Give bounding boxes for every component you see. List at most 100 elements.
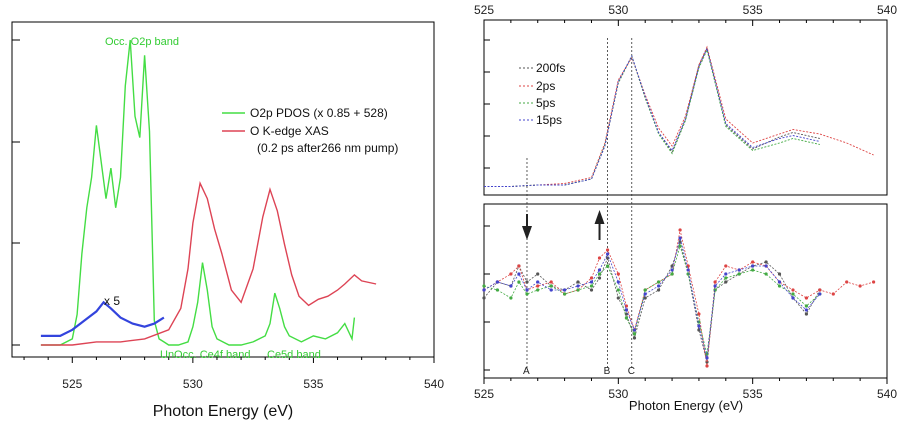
lower-point-5ps <box>791 292 795 296</box>
lower-series-5ps <box>483 244 821 355</box>
lower-point-15ps <box>525 288 529 292</box>
lower-point-15ps <box>764 264 768 268</box>
lower-point-2ps <box>589 276 594 280</box>
lower-point-2ps <box>616 272 620 276</box>
lower-point-5ps <box>616 288 620 292</box>
lower-point-15ps <box>657 284 661 288</box>
right-top-tick-label: 530 <box>608 3 628 17</box>
lower-point-200fs <box>624 312 629 316</box>
lower-point-15ps <box>536 280 540 284</box>
annotation-ce5d: Ce5d band <box>267 349 321 361</box>
lower-point-200fs <box>657 288 661 292</box>
o-kedge-xas-line <box>40 181 377 346</box>
lower-point-200fs <box>764 260 768 264</box>
lower-point-15ps <box>495 280 499 284</box>
lower-point-2ps <box>597 256 602 260</box>
lower-point-15ps <box>509 284 513 288</box>
legend-label-5ps: 5ps <box>536 96 555 110</box>
right-upper-series-group <box>484 45 874 187</box>
right-x-axis-label: Photon Energy (eV) <box>629 398 743 413</box>
lower-point-15ps <box>751 264 755 268</box>
lower-point-15ps <box>643 292 647 296</box>
lower-point-2ps <box>517 264 521 268</box>
lower-point-200fs <box>597 276 602 280</box>
arrow-down-icon <box>521 226 532 240</box>
left-chart: 525 530 535 540 Occ. O2p band UnOcc. Ce4f b… <box>11 21 444 420</box>
right-chart: 525 530 535 540 525 530 535 540 A B C 200fs 2ps 5… <box>474 3 897 413</box>
lower-point-2ps <box>872 280 876 284</box>
marker-label-a: A <box>523 366 530 377</box>
right-x-tick-label: 530 <box>608 387 628 401</box>
lower-point-5ps <box>643 288 647 292</box>
lower-point-5ps <box>536 288 540 292</box>
lower-point-15ps <box>597 268 602 272</box>
lower-point-5ps <box>549 284 553 288</box>
annotation-occ-o2p: Occ. O2p band <box>105 36 179 48</box>
lower-point-5ps <box>751 268 755 272</box>
lower-point-200fs <box>576 280 580 284</box>
lower-point-15ps <box>697 324 701 328</box>
lower-point-15ps <box>563 288 567 292</box>
right-x-ticks: 525 530 535 540 525 530 535 540 <box>474 3 897 401</box>
lower-point-5ps <box>563 292 567 296</box>
lower-point-2ps <box>678 228 682 232</box>
lower-point-2ps <box>804 296 809 300</box>
lower-series-15ps <box>483 237 821 359</box>
right-top-tick-label: 535 <box>743 3 763 17</box>
lower-point-5ps <box>517 280 521 284</box>
left-plot-frame <box>11 21 435 358</box>
right-legend: 200fs 2ps 5ps 15ps <box>519 61 565 127</box>
lower-point-2ps <box>845 280 849 284</box>
right-x-tick-label: 525 <box>474 387 494 401</box>
left-x-tick-label: 535 <box>303 377 323 391</box>
lower-point-5ps <box>495 288 499 292</box>
lower-point-200fs <box>589 288 594 292</box>
lower-point-5ps <box>525 292 529 296</box>
lower-point-5ps <box>777 284 782 288</box>
lower-point-15ps <box>678 236 682 240</box>
left-y-ticks <box>12 39 20 346</box>
legend-note: (0.2 ps after266 nm pump) <box>257 141 398 155</box>
lower-point-2ps <box>751 260 755 264</box>
x5-line <box>40 300 165 337</box>
right-x-tick-label: 540 <box>877 387 897 401</box>
lower-point-5ps <box>764 272 768 276</box>
lower-point-2ps <box>818 288 822 292</box>
left-x-ticks: 525 530 535 540 <box>23 357 444 391</box>
upper-series-2ps <box>484 45 874 187</box>
lower-point-5ps <box>482 284 486 288</box>
lower-point-200fs <box>804 312 809 316</box>
legend-label-2ps: 2ps <box>536 79 555 93</box>
left-x-axis-label: Photon Energy (eV) <box>153 403 294 420</box>
lower-point-5ps <box>624 316 629 320</box>
annotation-unocc-ce4f: UnOcc. Ce4f band <box>160 349 251 361</box>
lower-point-15ps <box>724 272 728 276</box>
lower-point-5ps <box>724 276 728 280</box>
lower-point-200fs <box>643 296 647 300</box>
annotation-x5: x 5 <box>104 294 120 308</box>
lower-point-5ps <box>670 272 674 276</box>
left-x-tick-label: 530 <box>183 377 203 391</box>
lower-point-5ps <box>576 288 580 292</box>
lower-point-2ps <box>697 312 701 316</box>
lower-point-15ps <box>791 296 795 300</box>
lower-point-5ps <box>678 244 682 248</box>
lower-point-5ps <box>737 272 741 276</box>
left-series-group <box>40 39 377 346</box>
lower-point-15ps <box>606 252 610 256</box>
lower-point-2ps <box>705 364 709 368</box>
lower-point-200fs <box>632 336 637 340</box>
right-upper-frame <box>483 19 888 196</box>
left-x-tick-label: 540 <box>424 377 444 391</box>
lower-point-200fs <box>482 296 486 300</box>
lower-series-200fs <box>483 240 821 363</box>
legend-label-o2p: O2p PDOS (x 0.85 + 528) <box>250 106 388 120</box>
lower-point-5ps <box>589 284 594 288</box>
right-top-tick-label: 540 <box>877 3 897 17</box>
upper-series-200fs <box>484 47 820 187</box>
lower-point-5ps <box>804 304 809 308</box>
upper-series-15ps <box>484 47 820 187</box>
lower-point-200fs <box>616 296 620 300</box>
lower-point-5ps <box>657 280 661 284</box>
lower-point-15ps <box>589 280 594 284</box>
